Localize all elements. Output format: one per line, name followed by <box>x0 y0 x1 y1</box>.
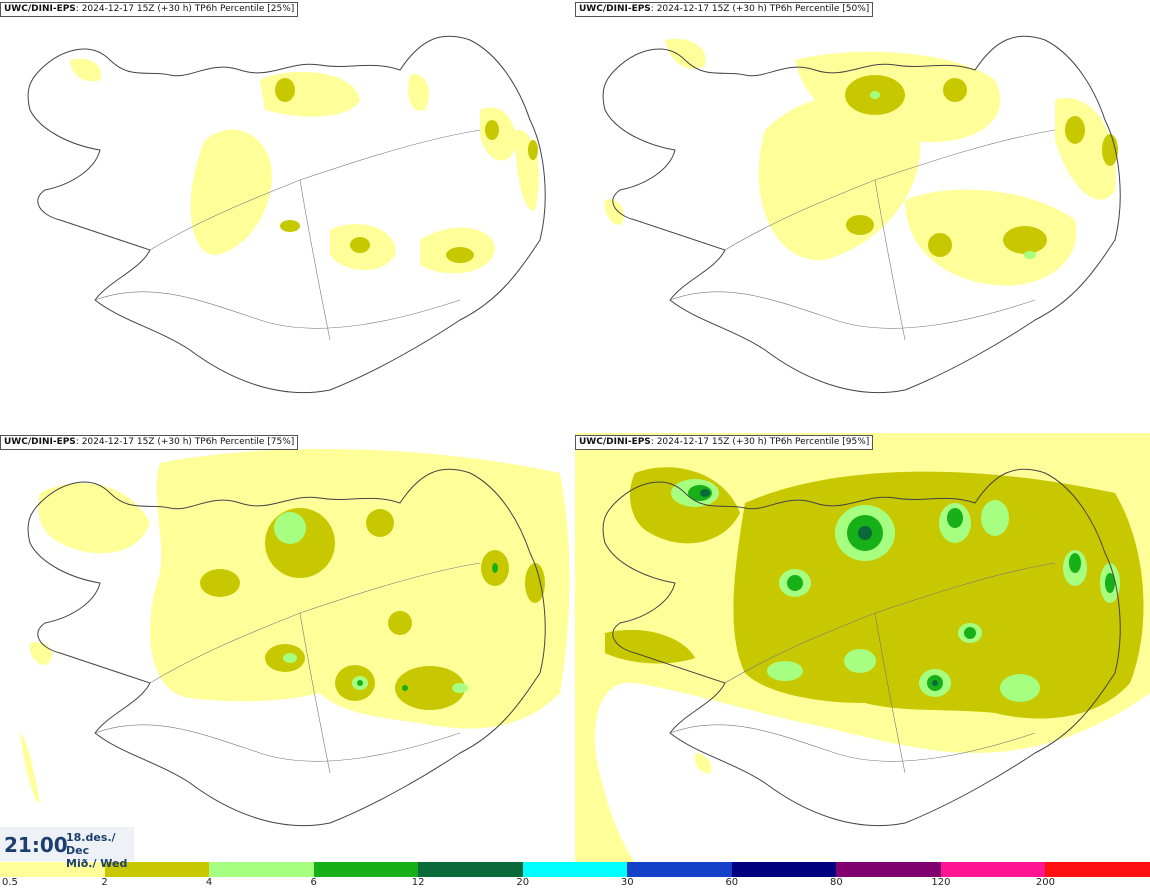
iceland-map <box>20 449 570 827</box>
color-legend <box>0 862 1150 877</box>
legend-swatch <box>1045 862 1150 877</box>
coastline <box>27 35 546 394</box>
valid-time-box: 21:00 18.des./ Dec Mið./ Wed <box>0 827 134 870</box>
field-title: TP6h Percentile [75%] <box>194 437 295 447</box>
roads <box>94 129 481 341</box>
precip-light <box>70 58 539 274</box>
legend-label: 120 <box>931 877 951 888</box>
coastline <box>602 35 1121 394</box>
map-panel-p25: UWC/DINI-EPS: 2024-12-17 15Z (+30 h) TP6… <box>0 0 575 430</box>
model-name: UWC/DINI-EPS <box>4 437 76 447</box>
field-title: TP6h Percentile [95%] <box>769 437 870 447</box>
legend-label: 4 <box>205 877 213 888</box>
panel-title: UWC/DINI-EPS: 2024-12-17 15Z (+30 h) TP6… <box>575 2 874 17</box>
legend-label: 2 <box>101 877 108 888</box>
valid-day-text: Mið./ Wed <box>66 857 128 870</box>
legend-swatch <box>940 862 1046 877</box>
run-info: : 2024-12-17 15Z (+30 h) <box>650 437 767 447</box>
model-name: UWC/DINI-EPS <box>579 4 651 14</box>
legend-swatch <box>731 862 837 877</box>
legend-swatch <box>313 862 419 877</box>
legend-label: 60 <box>725 877 739 888</box>
legend-swatch <box>0 862 105 877</box>
map-panel-p50: UWC/DINI-EPS: 2024-12-17 15Z (+30 h) TP6… <box>575 0 1150 430</box>
legend-label: 12 <box>411 877 425 888</box>
color-legend-labels: 0.5 2 4 6 12 20 30 60 80 120 200 <box>0 877 1150 891</box>
panel-title: UWC/DINI-EPS: 2024-12-17 15Z (+30 h) TP6… <box>0 435 299 450</box>
coastline <box>27 468 546 827</box>
precip-light <box>20 449 570 804</box>
legend-swatch <box>522 862 628 877</box>
field-title: TP6h Percentile [25%] <box>194 4 295 14</box>
roads <box>94 562 481 774</box>
precip-heavy <box>274 512 468 693</box>
model-name: UWC/DINI-EPS <box>4 4 76 14</box>
precip-moderate <box>845 75 1118 257</box>
panel-title: UWC/DINI-EPS: 2024-12-17 15Z (+30 h) TP6… <box>0 2 299 17</box>
legend-swatch <box>209 862 314 877</box>
legend-label: 6 <box>310 877 317 888</box>
legend-label: 30 <box>620 877 634 888</box>
iceland-map <box>27 35 546 394</box>
run-info: : 2024-12-17 15Z (+30 h) <box>650 4 767 14</box>
panel-title: UWC/DINI-EPS: 2024-12-17 15Z (+30 h) TP6… <box>575 435 874 450</box>
field-title: TP6h Percentile [50%] <box>769 4 870 14</box>
precip-heavy <box>870 91 1036 259</box>
precip-moderate <box>275 78 538 263</box>
map-panel-p95: UWC/DINI-EPS: 2024-12-17 15Z (+30 h) TP6… <box>575 433 1150 863</box>
model-name: UWC/DINI-EPS <box>579 437 651 447</box>
legend-swatch <box>627 862 732 877</box>
run-info: : 2024-12-17 15Z (+30 h) <box>75 4 192 14</box>
legend-swatch <box>836 862 941 877</box>
coastline <box>602 468 1121 827</box>
iceland-map <box>575 433 1150 863</box>
legend-label: 80 <box>829 877 843 888</box>
legend-swatch <box>104 862 210 877</box>
roads <box>669 129 1056 341</box>
valid-date: 18.des./ Dec Mið./ Wed <box>66 831 134 870</box>
map-panel-p75: UWC/DINI-EPS: 2024-12-17 15Z (+30 h) TP6… <box>0 433 575 863</box>
precip-intense <box>700 489 938 686</box>
valid-time: 21:00 <box>4 833 68 857</box>
run-info: : 2024-12-17 15Z (+30 h) <box>75 437 192 447</box>
iceland-map <box>602 35 1121 394</box>
legend-label: 0.5 <box>2 877 18 888</box>
legend-swatch <box>418 862 523 877</box>
legend-label: 20 <box>516 877 530 888</box>
precip-very-heavy <box>357 563 498 691</box>
valid-date-text: 18.des./ Dec <box>66 831 116 857</box>
legend-label: 200 <box>1035 877 1055 888</box>
roads <box>669 562 1056 774</box>
